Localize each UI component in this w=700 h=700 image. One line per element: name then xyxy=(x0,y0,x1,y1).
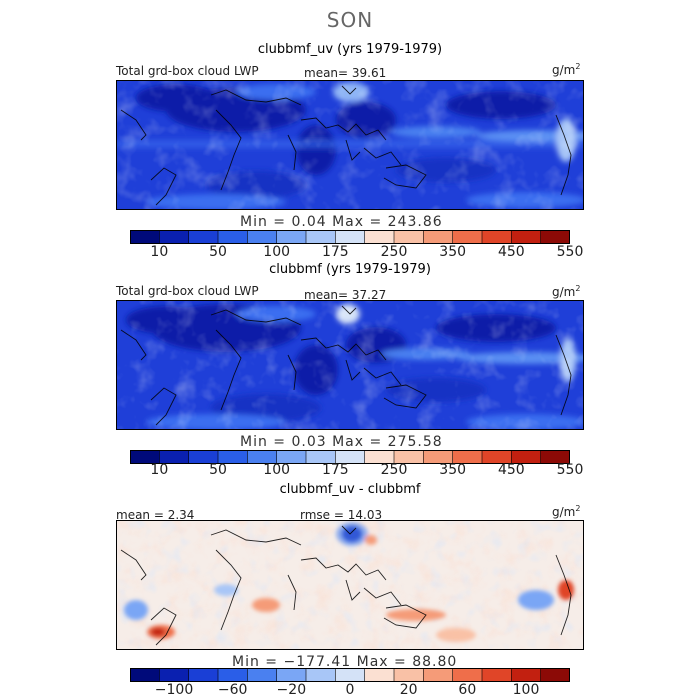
colorbar-swatch xyxy=(423,668,453,682)
colorbar-tick-label: 100 xyxy=(512,682,540,698)
panel1-units: g/m2 xyxy=(552,62,581,77)
colorbar-tick-label: 10 xyxy=(150,462,169,478)
colorbar-tick-label: 250 xyxy=(380,462,408,478)
colorbar-tick-label: 100 xyxy=(263,244,291,260)
panel3-mean: mean = 2.34 xyxy=(116,508,195,522)
colorbar-tick-label: 350 xyxy=(439,462,467,478)
colorbar-swatch xyxy=(540,668,570,682)
colorbar-tick-label: 550 xyxy=(556,244,584,260)
colorbar-swatch xyxy=(423,230,453,244)
panel1-mean: mean= 39.61 xyxy=(304,66,387,80)
colorbar-tick-label: 10 xyxy=(150,244,169,260)
colorbar-swatch xyxy=(159,668,189,682)
colorbar-swatch xyxy=(540,230,570,244)
colorbar-swatch xyxy=(276,450,307,464)
colorbar-swatch xyxy=(306,668,336,682)
panel1-title: clubbmf_uv (yrs 1979-1979) xyxy=(257,42,443,57)
colorbar-swatch xyxy=(188,450,219,464)
colorbar-swatch xyxy=(276,230,307,244)
colorbar-swatch xyxy=(306,450,336,464)
colorbar-tick-label: −100 xyxy=(154,682,194,698)
panel3-rmse: rmse = 14.03 xyxy=(300,508,383,522)
colorbar-tick-label: 20 xyxy=(399,682,418,698)
panel1-field-label: Total grd-box cloud LWP xyxy=(116,64,259,78)
colorbar-swatch xyxy=(247,668,277,682)
colorbar-swatch xyxy=(364,450,395,464)
colorbar-tick-label: −20 xyxy=(276,682,307,698)
colorbar-swatch xyxy=(540,450,570,464)
colorbar-tick-label: 50 xyxy=(209,244,227,260)
colorbar-tick-label: 60 xyxy=(458,682,477,698)
panel2-field-label: Total grd-box cloud LWP xyxy=(116,284,259,298)
colorbar-swatch xyxy=(188,230,219,244)
panel3-colorbar xyxy=(130,668,570,682)
colorbar-swatch xyxy=(247,450,277,464)
colorbar-swatch xyxy=(423,450,453,464)
colorbar-swatch xyxy=(364,230,395,244)
panel2-mean: mean= 37.27 xyxy=(304,288,387,302)
colorbar-tick-label: 175 xyxy=(321,462,349,478)
colorbar-swatch xyxy=(306,230,336,244)
colorbar-swatch xyxy=(511,230,541,244)
colorbar-swatch xyxy=(452,230,483,244)
colorbar-swatch xyxy=(482,230,512,244)
colorbar-swatch xyxy=(247,230,277,244)
colorbar-tick-label: 175 xyxy=(321,244,349,260)
panel1-map xyxy=(116,80,584,210)
colorbar-tick-label: 50 xyxy=(209,462,227,478)
colorbar-swatch xyxy=(276,668,307,682)
colorbar-swatch xyxy=(218,230,248,244)
colorbar-swatch xyxy=(159,230,189,244)
panel2-minmax: Min = 0.03 Max = 275.58 xyxy=(240,434,443,450)
panel3-title: clubbmf_uv - clubbmf xyxy=(279,482,421,497)
panel3-map xyxy=(116,520,584,650)
season-title: SON xyxy=(326,8,374,32)
colorbar-swatch xyxy=(335,230,365,244)
colorbar-swatch xyxy=(511,668,541,682)
colorbar-swatch xyxy=(394,450,424,464)
colorbar-tick-label: 0 xyxy=(345,682,355,698)
panel3-minmax: Min = −177.41 Max = 88.80 xyxy=(232,654,458,670)
colorbar-swatch xyxy=(452,668,483,682)
colorbar-swatch xyxy=(218,668,248,682)
colorbar-tick-label: 450 xyxy=(497,462,525,478)
colorbar-swatch xyxy=(364,668,395,682)
colorbar-swatch xyxy=(482,668,512,682)
colorbar-swatch xyxy=(335,450,365,464)
colorbar-tick-label: 450 xyxy=(497,244,525,260)
colorbar-swatch xyxy=(394,668,424,682)
panel2-map xyxy=(116,300,584,430)
colorbar-swatch xyxy=(335,668,365,682)
panel1-minmax: Min = 0.04 Max = 243.86 xyxy=(240,214,443,230)
panel2-colorbar xyxy=(130,450,570,464)
colorbar-tick-label: 350 xyxy=(439,244,467,260)
colorbar-swatch xyxy=(130,668,160,682)
colorbar-tick-label: −60 xyxy=(217,682,248,698)
colorbar-swatch xyxy=(159,450,189,464)
panel3-units: g/m2 xyxy=(552,504,581,519)
colorbar-swatch xyxy=(218,450,248,464)
panel1-colorbar xyxy=(130,230,570,244)
colorbar-tick-label: 250 xyxy=(380,244,408,260)
colorbar-swatch xyxy=(482,450,512,464)
colorbar-swatch xyxy=(511,450,541,464)
panel2-title: clubbmf (yrs 1979-1979) xyxy=(269,262,431,277)
colorbar-tick-label: 550 xyxy=(556,462,584,478)
colorbar-tick-label: 100 xyxy=(263,462,291,478)
colorbar-swatch xyxy=(130,450,160,464)
colorbar-swatch xyxy=(394,230,424,244)
colorbar-swatch xyxy=(188,668,219,682)
colorbar-swatch xyxy=(452,450,483,464)
colorbar-swatch xyxy=(130,230,160,244)
panel2-units: g/m2 xyxy=(552,284,581,299)
